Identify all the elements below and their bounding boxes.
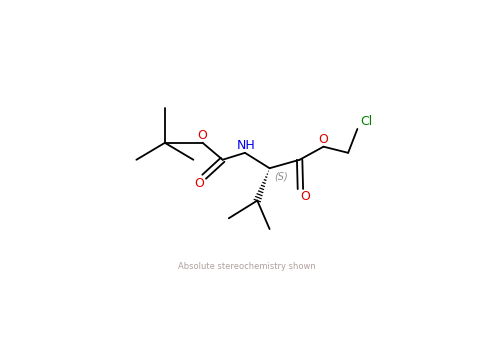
- Text: Absolute stereochemistry shown: Absolute stereochemistry shown: [178, 262, 315, 271]
- Text: O: O: [198, 129, 207, 142]
- Text: O: O: [300, 190, 310, 203]
- Text: O: O: [194, 178, 204, 190]
- Text: O: O: [318, 133, 328, 146]
- Text: (S): (S): [274, 171, 288, 181]
- Text: Cl: Cl: [361, 115, 372, 128]
- Text: NH: NH: [237, 139, 255, 152]
